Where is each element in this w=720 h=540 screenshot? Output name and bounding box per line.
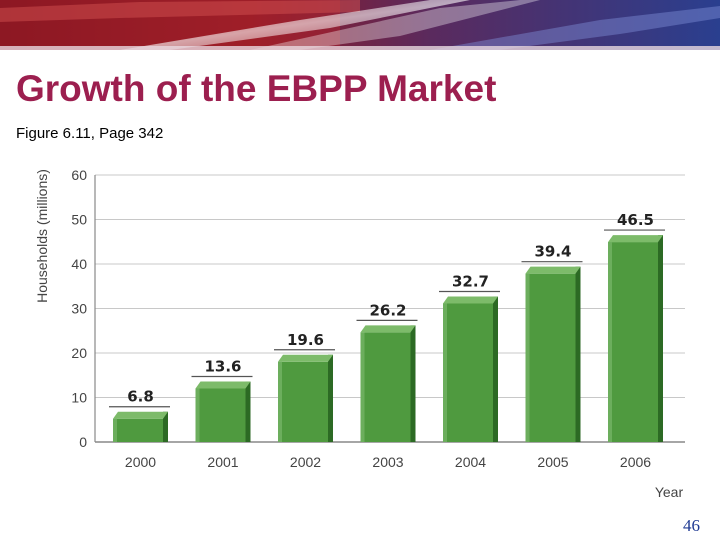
x-tick-label: 2004 [455, 454, 486, 470]
x-axis-label: Year [655, 484, 684, 500]
bar-side [493, 296, 498, 442]
bar-chart: 0 10 20 30 40 50 60 6.8 2000 13.6 2001 19.6 2002 26.2… [0, 150, 720, 510]
bar-face [113, 419, 163, 442]
bar-side [576, 267, 581, 442]
x-tick-label: 2001 [207, 454, 238, 470]
bar-highlight [361, 332, 365, 442]
slide-title: Growth of the EBPP Market [16, 68, 496, 110]
data-label: 32.7 [452, 272, 489, 290]
bar-face [278, 362, 328, 442]
data-label: 13.6 [204, 357, 241, 375]
bar-highlight [278, 362, 282, 442]
bar-face [361, 332, 411, 442]
data-label: 46.5 [617, 211, 654, 229]
data-label: 26.2 [369, 301, 406, 319]
x-tick-label: 2000 [125, 454, 156, 470]
bar-face [443, 303, 493, 442]
x-tick-label: 2003 [372, 454, 403, 470]
data-label: 39.4 [534, 243, 571, 261]
x-tick-label: 2006 [620, 454, 651, 470]
bar [113, 412, 168, 442]
bar-face [608, 242, 658, 442]
bar-top [608, 235, 663, 242]
bar-side [411, 325, 416, 442]
bar-highlight [526, 274, 530, 442]
bar-highlight [443, 303, 447, 442]
y-tick-label: 50 [71, 212, 87, 228]
bar [608, 235, 663, 442]
bar [196, 381, 251, 442]
bar-top [278, 355, 333, 362]
data-label: 6.8 [127, 388, 154, 406]
x-tick-label: 2002 [290, 454, 321, 470]
page-number: 46 [660, 516, 700, 536]
y-tick-label: 60 [71, 167, 87, 183]
header-banner [0, 0, 720, 50]
bar-highlight [113, 419, 117, 442]
bars [113, 235, 663, 442]
bar-top [361, 325, 416, 332]
bar-face [526, 274, 576, 442]
y-tick-label: 20 [71, 345, 87, 361]
bar-side [328, 355, 333, 442]
data-label: 19.6 [287, 331, 324, 349]
figure-reference: Figure 6.11, Page 342 [16, 125, 163, 142]
y-tick-label: 30 [71, 301, 87, 317]
bar [278, 355, 333, 442]
bar-highlight [196, 388, 200, 442]
bar-highlight [608, 242, 612, 442]
bar-face [196, 388, 246, 442]
bar-side [658, 235, 663, 442]
bar [526, 267, 581, 442]
y-tick-label: 10 [71, 390, 87, 406]
bar [361, 325, 416, 442]
y-tick-label: 40 [71, 256, 87, 272]
bar-top [113, 412, 168, 419]
bar-top [443, 296, 498, 303]
bar-side [246, 381, 251, 442]
y-tick-label: 0 [79, 434, 87, 450]
y-axis-label: Households (millions) [34, 169, 50, 303]
bar [443, 296, 498, 442]
bar-top [526, 267, 581, 274]
x-tick-label: 2005 [537, 454, 568, 470]
bar-top [196, 381, 251, 388]
